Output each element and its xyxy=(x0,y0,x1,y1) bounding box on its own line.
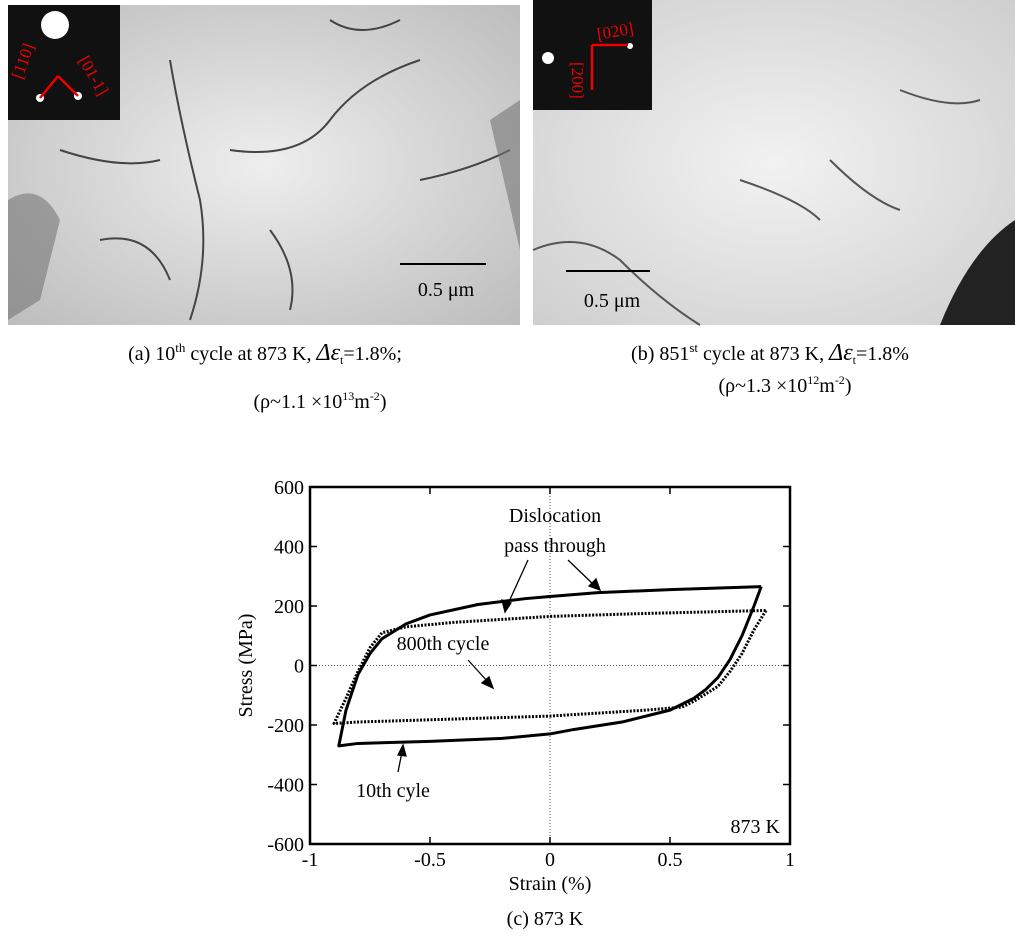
annotation: 873 K xyxy=(731,816,781,838)
x-tick-label: 1 xyxy=(785,849,795,871)
y-tick-label: 200 xyxy=(274,596,304,618)
y-tick-label: -200 xyxy=(267,715,304,737)
density-text: (ρ~1.1 ×10 xyxy=(254,391,343,413)
annotation: pass through xyxy=(504,535,606,557)
caption: (b) 851st cycle at 873 K, Δεt=1.8% xyxy=(631,340,909,367)
density-text: ) xyxy=(845,375,852,397)
scale-bar-label: 0.5 μm xyxy=(418,279,475,301)
figure: [110] [01-1] 0.5 μm [020] [200] 0.5 μm (… xyxy=(0,0,1015,939)
caption-text: cycle at 873 K, xyxy=(698,343,829,365)
symbol: Δε xyxy=(828,340,853,366)
density: (ρ~1.3 ×1012m-2) xyxy=(719,373,852,397)
superscript: 12 xyxy=(807,373,819,387)
y-tick-label: 0 xyxy=(294,656,304,678)
diffraction-label: [200] xyxy=(568,62,587,99)
caption-text: =1.8%; xyxy=(343,343,402,365)
density-text: m xyxy=(354,391,370,413)
micrograph-b: [020] [200] 0.5 μm xyxy=(533,0,1015,325)
density: (ρ~1.1 ×1013m-2) xyxy=(254,389,387,413)
y-tick-label: -400 xyxy=(267,775,304,797)
chart-caption: (c) 873 K xyxy=(507,908,584,930)
x-tick-label: 0.5 xyxy=(658,849,683,871)
superscript: th xyxy=(175,340,186,355)
annotation: 10th cyle xyxy=(356,780,430,802)
density-text: m xyxy=(819,375,835,397)
superscript: -2 xyxy=(370,389,380,403)
caption: (a) 10th cycle at 873 K, Δεt=1.8%; xyxy=(128,340,402,367)
caption-text: cycle at 873 K, xyxy=(185,343,316,365)
superscript: 13 xyxy=(342,389,354,403)
annotation: Dislocation xyxy=(509,505,601,527)
y-axis-label: Stress (MPa) xyxy=(235,614,257,718)
density-text: ) xyxy=(380,391,387,413)
y-tick-label: 600 xyxy=(274,477,304,499)
caption-text: (a) 10 xyxy=(128,343,175,365)
x-tick-label: -1 xyxy=(302,849,319,871)
scale-bar-label: 0.5 μm xyxy=(584,290,641,312)
y-tick-label: 400 xyxy=(274,537,304,559)
y-tick-label: -600 xyxy=(267,834,304,856)
superscript: -2 xyxy=(835,373,845,387)
caption-text: (b) 851 xyxy=(631,343,689,365)
caption-text: =1.8% xyxy=(856,343,909,365)
annotation: 800th cycle xyxy=(397,633,490,655)
symbol: Δε xyxy=(316,340,341,366)
micrograph-a: [110] [01-1] 0.5 μm xyxy=(8,5,520,325)
x-tick-label: 0 xyxy=(545,849,555,871)
density-text: (ρ~1.3 ×10 xyxy=(719,375,808,397)
x-axis-label: Strain (%) xyxy=(509,873,592,895)
x-tick-label: -0.5 xyxy=(414,849,446,871)
